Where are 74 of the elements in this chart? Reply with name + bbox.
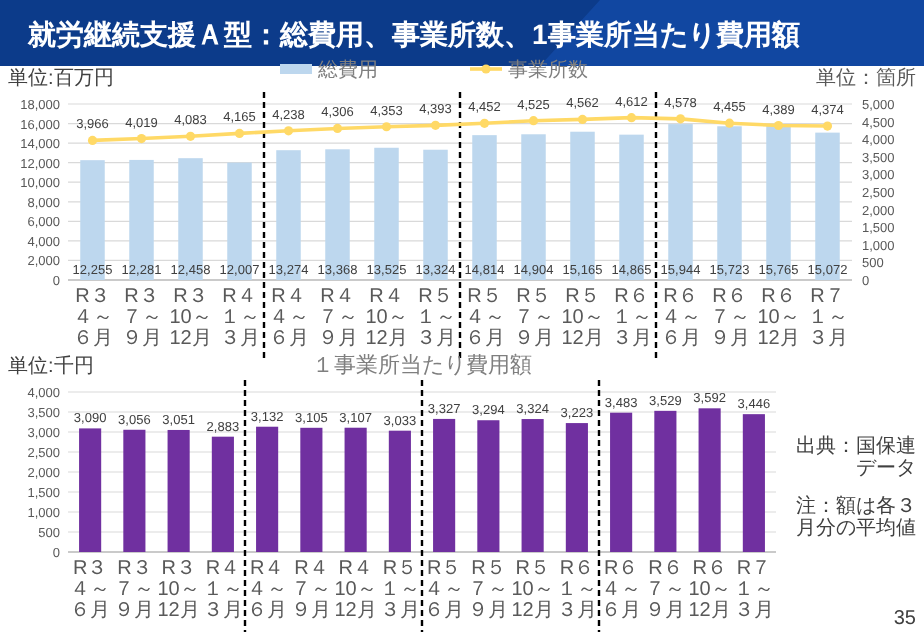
- x-tick-label: R５４～６月: [424, 558, 465, 622]
- bar: [654, 410, 677, 552]
- text: 35: [893, 608, 917, 630]
- point: [87, 135, 98, 145]
- point: [822, 121, 833, 131]
- bar: [344, 427, 367, 552]
- x-tick-label: R４10～12月: [365, 286, 408, 350]
- bar: [433, 418, 456, 552]
- bar: [256, 426, 279, 552]
- x-tick-label: R４７～９月: [291, 558, 332, 622]
- chart-title: １事業所当たり費用額: [312, 352, 532, 378]
- point: [185, 131, 196, 141]
- point: [773, 120, 784, 131]
- x-tick-label: R６７～９月: [709, 286, 750, 350]
- x-tick-label: R５７～９月: [513, 286, 554, 350]
- x-tick-label: R５７～９月: [468, 558, 509, 622]
- x-tick-label: R４７～９月: [317, 286, 358, 350]
- bar: [742, 414, 765, 552]
- point: [577, 114, 588, 125]
- bar: [300, 427, 323, 552]
- text: 注：額は各３月分の平均値: [796, 494, 916, 540]
- legend-label: 事業所数: [508, 58, 588, 82]
- chart-title: 就労継続支援Ａ型：総費用、事業所数、1事業所当たり費用額: [26, 18, 800, 50]
- y-axis-title: 単位:千円: [8, 354, 94, 378]
- point: [234, 128, 245, 138]
- point: [332, 123, 343, 134]
- x-tick-label: R７１～３月: [807, 286, 848, 350]
- x-tick-label: R６４～６月: [601, 558, 642, 622]
- x-tick-label: R５４～６月: [464, 286, 505, 350]
- point: [528, 116, 539, 126]
- y2-axis-title: 単位：箇所: [816, 66, 916, 90]
- bar: [79, 428, 102, 552]
- point: [675, 114, 686, 124]
- x-tick-label: R３７～９月: [121, 286, 162, 350]
- y-axis-title: 単位:百万円: [8, 66, 114, 90]
- x-tick-label: R３４～６月: [72, 286, 113, 350]
- bar: [123, 429, 146, 552]
- bar: [211, 436, 234, 552]
- legend-label: 総費用: [316, 58, 378, 82]
- point: [626, 113, 637, 123]
- point: [283, 126, 294, 136]
- point: [724, 118, 735, 128]
- bar: [521, 419, 544, 552]
- x-tick-label: R４１～３月: [202, 558, 243, 622]
- bar: [167, 429, 190, 552]
- bar: [698, 408, 721, 552]
- x-tick-label: R４10～12月: [334, 558, 377, 622]
- point: [430, 120, 441, 130]
- x-tick-label: R４１～３月: [219, 286, 260, 350]
- x-tick-label: R５１～３月: [415, 286, 456, 350]
- bar: [610, 412, 633, 552]
- bar: [388, 430, 411, 552]
- x-tick-label: R６７～９月: [645, 558, 686, 622]
- x-tick-label: R６１～３月: [611, 286, 652, 350]
- x-tick-label: R４４～６月: [268, 286, 309, 350]
- source-note: 出典：国保連データ: [796, 434, 916, 480]
- x-tick-label: R５10～12月: [511, 558, 554, 622]
- x-tick-label: R７１～３月: [733, 558, 774, 622]
- bar: [477, 420, 500, 552]
- x-tick-label: R６10～12月: [688, 558, 731, 622]
- x-tick-label: R４４～６月: [247, 558, 288, 622]
- x-tick-label: R５１～３月: [379, 558, 420, 622]
- x-tick-label: R３10～12月: [169, 286, 212, 350]
- x-tick-label: R３10～12月: [157, 558, 200, 622]
- point: [136, 133, 147, 144]
- x-tick-label: R３７～９月: [114, 558, 155, 622]
- bar: [565, 423, 588, 552]
- x-tick-label: R６10～12月: [757, 286, 800, 350]
- point: [381, 122, 392, 132]
- x-tick-label: R３４～６月: [70, 558, 111, 622]
- x-tick-label: R６４～６月: [660, 286, 701, 350]
- x-tick-label: R５10～12月: [561, 286, 604, 350]
- x-tick-label: R６１～３月: [556, 558, 597, 622]
- point: [479, 118, 490, 128]
